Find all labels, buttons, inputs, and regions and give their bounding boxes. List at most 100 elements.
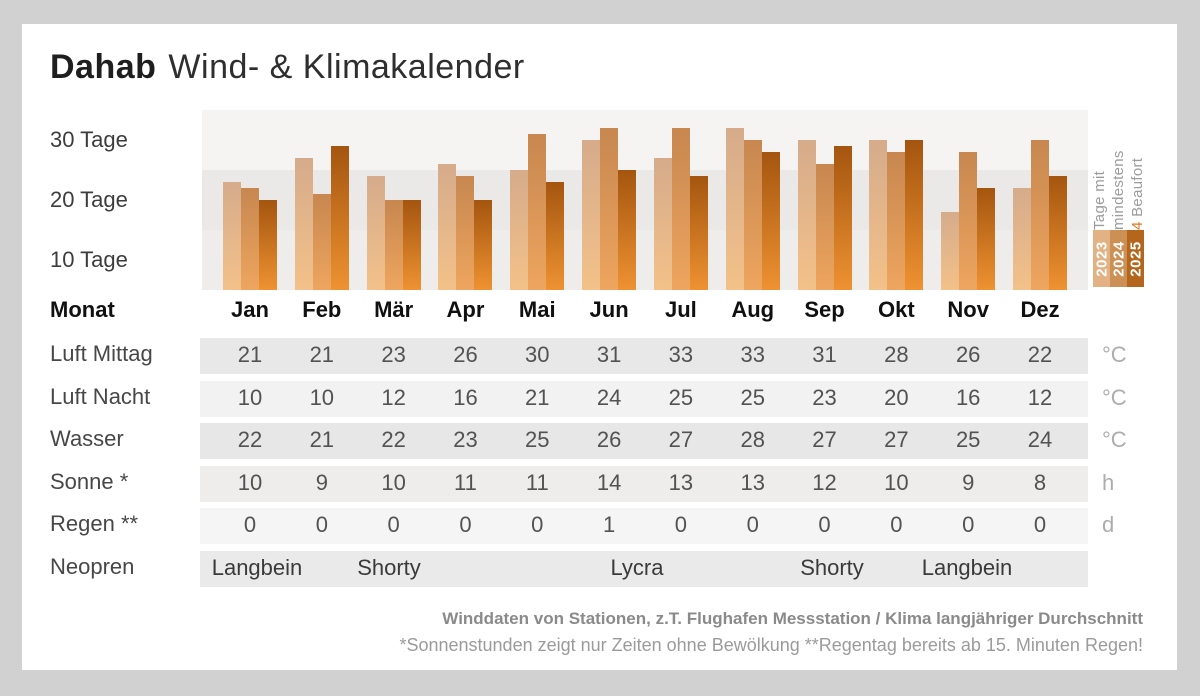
bar-2025-aug: [761, 152, 780, 290]
cell-0-sep: 31: [812, 342, 837, 367]
cell-1-dez: 12: [1027, 384, 1053, 410]
cell-3-sep: 12: [812, 469, 837, 495]
row-label-luft-nacht: Luft Nacht: [50, 383, 151, 409]
bar-2024-mär: [384, 200, 403, 290]
cell-1-apr: 16: [453, 384, 478, 410]
legend-line-1: Tage mit: [1091, 170, 1108, 230]
bar-2023-mär: [366, 176, 385, 290]
cell-2-jul: 27: [668, 427, 694, 452]
bar-2025-feb: [330, 146, 349, 290]
bar-2024-aug: [743, 140, 762, 290]
cell-0-feb: 21: [309, 342, 335, 367]
unit-1: °C: [1102, 384, 1127, 410]
cell-2-feb: 21: [309, 427, 335, 452]
cell-1-jun: 24: [596, 384, 622, 410]
cell-4-sep: 0: [818, 512, 831, 537]
table-row-band-2: [200, 423, 1088, 459]
month-header-nov: Nov: [947, 297, 989, 322]
cell-4-mai: 0: [531, 512, 544, 537]
bar-2025-sep: [833, 146, 852, 290]
cell-4-jun: 1: [602, 512, 616, 537]
cell-1-mär: 12: [381, 384, 406, 410]
row-label-luft-mittag: Luft Mittag: [50, 341, 153, 366]
chart-axis-legend: Tage mit mindestens 4 Beaufort: [1090, 110, 1148, 230]
cell-4-okt: 0: [890, 512, 903, 537]
cell-2-mai: 25: [525, 427, 550, 452]
cell-3-dez: 8: [1033, 469, 1047, 495]
month-header-sep: Sep: [804, 297, 845, 322]
table-row-band-4: [200, 508, 1088, 544]
bar-2025-nov: [977, 188, 996, 290]
page-title: Dahab Wind- & Klimakalender: [50, 48, 525, 87]
cell-0-aug: 33: [740, 342, 765, 367]
cell-2-mär: 22: [381, 427, 406, 452]
table-header-monat: Monat: [50, 297, 115, 322]
title-brand: Dahab: [50, 48, 157, 86]
bar-2023-mai: [510, 170, 529, 290]
beaufort-number: 4: [1129, 221, 1146, 230]
cell-4-apr: 0: [459, 512, 472, 537]
cell-0-jun: 31: [596, 342, 622, 367]
cell-4-mär: 0: [387, 512, 400, 537]
bar-2023-jan: [223, 182, 241, 290]
legend-year-box-2023: 2023: [1093, 230, 1110, 287]
cell-1-sep: 23: [812, 384, 837, 410]
neopren-span-0-langbein: Langbein: [211, 554, 303, 580]
table-row-band-3: [200, 465, 1088, 502]
y-axis-label-30-tage: 30 Tage: [50, 127, 128, 152]
title-rest: Wind- & Klimakalender: [168, 48, 525, 86]
cell-2-sep: 27: [812, 427, 837, 452]
cell-4-jul: 0: [674, 512, 688, 537]
cell-1-nov: 16: [955, 384, 981, 410]
y-axis-label-10-tage: 10 Tage: [50, 247, 128, 272]
cell-2-apr: 23: [453, 427, 478, 452]
bar-2023-nov: [941, 212, 960, 290]
unit-2: °C: [1102, 427, 1127, 452]
cell-1-jan: 10: [237, 384, 263, 410]
unit-0: °C: [1102, 342, 1127, 367]
bar-2023-dez: [1013, 188, 1032, 290]
neopren-span-1-shorty: Shorty: [357, 554, 421, 580]
bar-2025-jan: [259, 200, 277, 290]
cell-0-dez: 22: [1027, 342, 1053, 367]
neopren-span-4-langbein: Langbein: [921, 554, 1013, 580]
cell-1-okt: 20: [884, 384, 909, 410]
bar-2023-feb: [294, 158, 313, 290]
footer-asterisk-line: *Sonnenstunden zeigt nur Zeiten ohne Bew…: [399, 635, 1143, 655]
table-row-band-neopren: [200, 550, 1088, 587]
cell-0-okt: 28: [884, 342, 909, 367]
cell-4-jan: 0: [243, 512, 257, 537]
legend-year-label-2025: 2025: [1127, 240, 1144, 277]
cell-3-nov: 9: [962, 469, 975, 495]
cell-4-dez: 0: [1033, 512, 1047, 537]
bar-2023-apr: [438, 164, 457, 290]
bar-2023-sep: [797, 140, 816, 290]
cell-2-dez: 24: [1027, 427, 1053, 452]
month-header-mär: Mär: [374, 297, 414, 322]
cell-2-jun: 26: [596, 427, 622, 452]
beaufort-word: Beaufort: [1129, 157, 1146, 222]
bar-2025-mär: [402, 200, 421, 290]
legend-line-3: 4 Beaufort: [1128, 110, 1147, 230]
cell-3-jun: 14: [596, 469, 622, 495]
cell-3-jan: 10: [237, 469, 263, 495]
bar-2025-okt: [905, 140, 924, 290]
footer-notes: Winddaten von Stationen, z.T. Flughafen …: [399, 606, 1143, 658]
cell-4-feb: 0: [315, 512, 328, 537]
unit-4: d: [1102, 512, 1115, 537]
legend-year-box-2025: 2025: [1127, 230, 1144, 287]
bar-2024-jun: [600, 128, 619, 290]
bar-2024-nov: [959, 152, 978, 290]
cell-3-jul: 13: [668, 469, 694, 495]
cell-0-mai: 30: [525, 342, 550, 367]
month-header-jul: Jul: [665, 297, 697, 322]
chart-grid-band-2: [202, 230, 1088, 290]
bar-2023-jun: [582, 140, 601, 290]
cell-0-apr: 26: [453, 342, 478, 367]
month-header-apr: Apr: [446, 297, 485, 322]
month-header-okt: Okt: [878, 297, 915, 322]
bar-2025-jul: [689, 176, 708, 290]
cell-3-aug: 13: [740, 469, 765, 495]
bar-2024-mai: [528, 134, 547, 290]
